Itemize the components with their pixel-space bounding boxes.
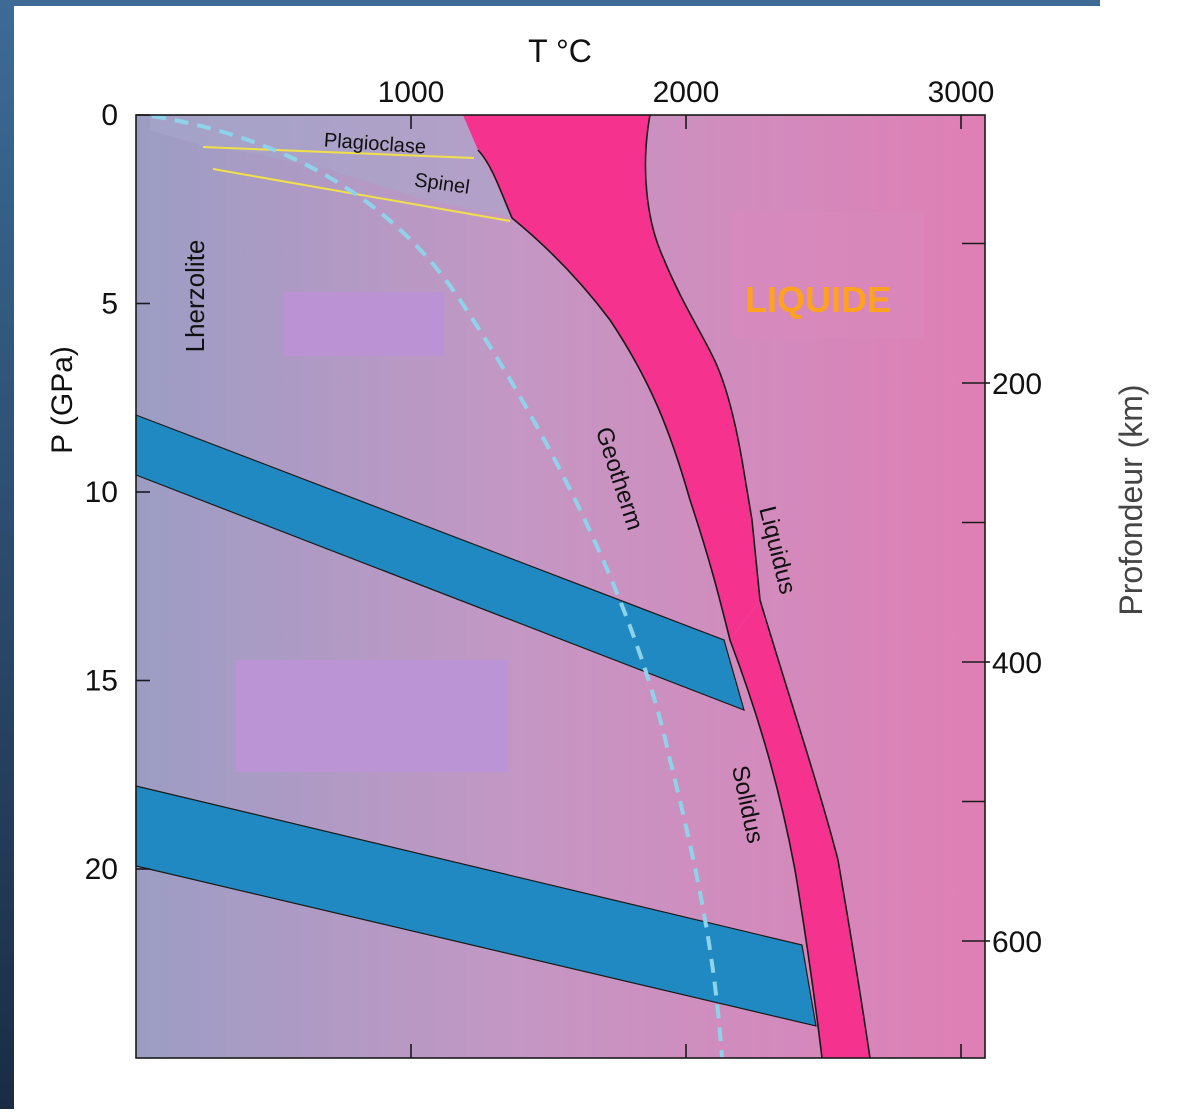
- top-axis-ticks: 1000 2000 3000: [378, 76, 995, 1058]
- liquidus-line: [644, 114, 871, 1059]
- liquide-box: [732, 212, 924, 338]
- left-tick-label: 15: [85, 665, 118, 698]
- lherzolite-label: Lherzolite: [180, 240, 210, 353]
- left-tick-label: 5: [101, 288, 118, 321]
- highlight-box-upper: [284, 292, 444, 356]
- top-tick-label: 2000: [653, 76, 720, 109]
- solidus-line: [477, 149, 823, 1059]
- right-tick-label: 600: [992, 926, 1042, 959]
- plagioclase-spinel-field: [150, 115, 512, 216]
- highlight-box-lower: [236, 660, 508, 772]
- left-axis-title: P (GPa): [46, 346, 79, 454]
- left-tick-label: 10: [85, 476, 118, 509]
- left-tick-label: 20: [85, 853, 118, 886]
- top-axis-title: T °C: [528, 33, 592, 69]
- plot-frame: [135, 114, 986, 1059]
- right-tick-label: 400: [992, 647, 1042, 680]
- melt-band-upper: [463, 115, 760, 640]
- right-axis-title: Profondeur (km): [1113, 384, 1149, 615]
- right-axis-ticks: 200 400 600: [962, 242, 1042, 959]
- spinel-garnet-boundary: [212, 168, 511, 222]
- top-frame-bar: [0, 0, 1100, 6]
- right-tick-label: 200: [992, 368, 1042, 401]
- geotherm-line: [151, 114, 724, 1059]
- top-tick-label: 1000: [378, 76, 445, 109]
- left-axis-ticks: 0 5 10 15 20: [85, 99, 150, 886]
- liquide-label: LIQUIDE: [745, 279, 891, 320]
- left-frame-bar: [0, 0, 14, 1109]
- plagioclase-spinel-boundary: [202, 146, 475, 159]
- left-tick-label: 0: [101, 99, 118, 132]
- top-tick-label: 3000: [928, 76, 995, 109]
- melt-band-lower: [730, 600, 870, 1058]
